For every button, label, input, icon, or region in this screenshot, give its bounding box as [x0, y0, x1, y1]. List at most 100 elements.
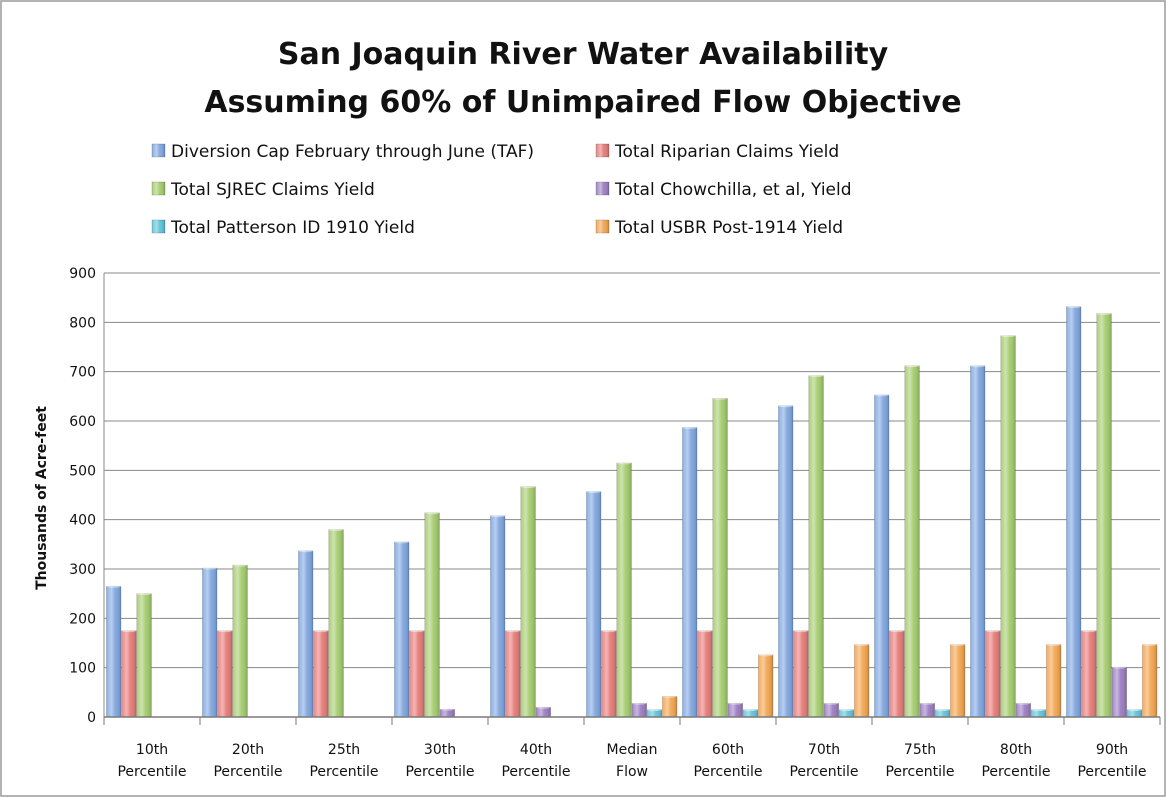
bar-shine — [778, 405, 793, 717]
bar — [778, 404, 794, 718]
bar-shine — [520, 486, 536, 717]
bar-top — [136, 592, 152, 596]
bar-top — [1096, 311, 1112, 315]
bar-top — [920, 701, 935, 705]
chart-title-line-1: San Joaquin River Water Availability — [278, 37, 889, 72]
x-category-label: Flow — [616, 764, 648, 780]
bar-top — [202, 566, 217, 570]
bar-shine — [793, 630, 809, 717]
bar-top — [778, 404, 793, 408]
bar-top — [662, 694, 677, 698]
bar-shine — [121, 630, 137, 717]
bar — [742, 708, 759, 718]
chart-title-line-2: Assuming 60% of Unimpaired Flow Objectiv… — [204, 85, 961, 120]
x-category-label: Median — [607, 742, 658, 758]
bar — [1111, 665, 1127, 718]
legend-entry: Total SJREC Claims Yield — [151, 180, 375, 200]
bar-shine — [394, 541, 409, 717]
bar — [1142, 642, 1158, 718]
bar-top — [217, 629, 233, 633]
bar-top — [616, 461, 632, 465]
bar-top — [601, 629, 617, 633]
bar — [121, 629, 137, 718]
x-category-label: Percentile — [1077, 764, 1146, 780]
bar-top — [970, 364, 985, 368]
bar-shine — [1016, 703, 1031, 717]
bar-top — [313, 629, 329, 633]
bar-shine — [586, 491, 601, 717]
bar — [1126, 708, 1143, 718]
bar-top — [712, 396, 728, 400]
legend-swatch-shine — [596, 220, 609, 233]
bar-top — [586, 490, 601, 494]
bar — [1046, 642, 1062, 718]
bar-top — [106, 584, 121, 588]
bar-shine — [889, 630, 905, 717]
bar — [601, 629, 617, 718]
bar-shine — [1031, 709, 1046, 717]
bar-shine — [202, 568, 217, 717]
bar-top — [232, 563, 248, 567]
bar-shine — [1142, 644, 1157, 717]
y-tick-label: 400 — [69, 513, 96, 529]
bar — [919, 701, 935, 718]
x-category-label: Percentile — [885, 764, 954, 780]
bar-top — [1112, 665, 1127, 669]
x-category-label: 80th — [1000, 742, 1032, 758]
bar — [520, 485, 536, 718]
bar-top — [505, 629, 521, 633]
y-tick-label: 300 — [69, 562, 96, 578]
bar — [904, 364, 920, 718]
bar-top — [394, 540, 410, 544]
legend-label: Total SJREC Claims Yield — [170, 180, 375, 200]
x-category-label: Percentile — [501, 764, 570, 780]
bar — [985, 629, 1001, 718]
x-category-label: 40th — [520, 742, 552, 758]
legend-label: Total Riparian Claims Yield — [614, 142, 839, 162]
bar — [535, 705, 551, 718]
x-category-label: 30th — [424, 742, 456, 758]
bar — [646, 708, 663, 718]
bar — [202, 566, 218, 718]
y-tick-label: 0 — [87, 710, 96, 726]
bar-top — [854, 642, 869, 646]
bar — [727, 701, 743, 718]
bar-top — [520, 485, 536, 489]
bar-shine — [313, 630, 329, 717]
bar-top — [440, 707, 455, 711]
x-category-label: 70th — [808, 742, 840, 758]
bar-shine — [1081, 630, 1097, 717]
legend-swatch-shine — [596, 144, 609, 157]
bar — [328, 528, 344, 718]
bar — [874, 393, 890, 718]
bar-top — [743, 708, 758, 712]
y-tick-label: 500 — [69, 463, 96, 479]
bar — [631, 701, 647, 718]
bar-top — [682, 425, 697, 429]
bar-top — [935, 708, 950, 712]
legend-entry: Total Riparian Claims Yield — [595, 142, 839, 162]
bar — [793, 629, 809, 718]
bar-shine — [970, 365, 985, 717]
bar-shine — [662, 696, 677, 717]
bar-top — [697, 629, 713, 633]
legend-entry: Total Chowchilla, et al, Yield — [595, 180, 852, 200]
bar-shine — [217, 630, 233, 717]
bar-shine — [697, 630, 713, 717]
bar-shine — [328, 529, 344, 717]
bar-shine — [505, 630, 521, 717]
bar-top — [1142, 642, 1157, 646]
y-axis-label: Thousands of Acre-feet — [34, 406, 50, 590]
bar — [808, 374, 824, 718]
bar-shine — [424, 512, 440, 717]
bar-shine — [632, 703, 647, 717]
bar — [217, 629, 233, 718]
bar — [889, 629, 905, 718]
bar — [950, 642, 966, 718]
bar-top — [728, 701, 743, 705]
bar-shine — [682, 427, 697, 717]
bar-shine — [808, 375, 824, 717]
bar — [934, 708, 951, 718]
bar-shine — [1127, 709, 1142, 717]
bar-shine — [1096, 313, 1112, 717]
